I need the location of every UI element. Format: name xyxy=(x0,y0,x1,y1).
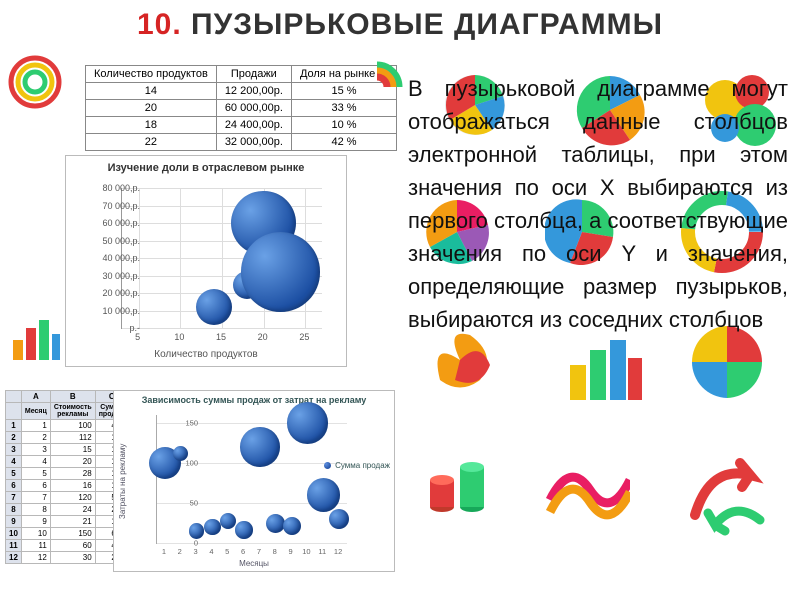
table-cell: 32 000,00р. xyxy=(216,134,291,151)
chart1-xtick: 15 xyxy=(216,332,226,342)
chart1-ytick: 50 000,р. xyxy=(102,236,140,246)
chart1-xtick: 25 xyxy=(299,332,309,342)
table-cell: 22 xyxy=(86,134,217,151)
chart2-bubble xyxy=(283,517,301,535)
chart2-xtick: 10 xyxy=(302,547,310,556)
chart1-title: Изучение доли в отраслевом рынке xyxy=(66,162,346,174)
chart1-bubble xyxy=(196,289,232,325)
chart2-bubble xyxy=(307,478,340,511)
chart1-ytick: 60 000,р. xyxy=(102,218,140,228)
chart2-bubble xyxy=(329,509,349,529)
table-cell: 20 xyxy=(86,100,217,117)
decor-rings-left xyxy=(8,55,63,110)
chart1-ytick: 10 000,р. xyxy=(102,306,140,316)
page-title: 10. ПУЗЫРЬКОВЫЕ ДИАГРАММЫ xyxy=(0,8,800,42)
table-cell: 14 xyxy=(86,83,217,100)
chart1-ytick: 40 000,р. xyxy=(102,253,140,263)
table-cell: 10 % xyxy=(291,117,396,134)
chart2-bubble xyxy=(204,519,221,536)
chart1-plot xyxy=(121,188,322,329)
spreadsheet: ABCМесяцСтоимость рекламыСумма продаж111… xyxy=(5,390,129,564)
chart2-xtick: 3 xyxy=(193,547,197,556)
chart2-xtick: 11 xyxy=(318,547,326,556)
chart1-bubble xyxy=(241,232,320,311)
chart2-xtick: 9 xyxy=(288,547,292,556)
chart2-bubble xyxy=(189,523,205,539)
chart2-xtick: 8 xyxy=(273,547,277,556)
chart2-legend: Сумма продаж xyxy=(324,461,390,470)
chart2-xtick: 6 xyxy=(241,547,245,556)
decor-arcs-right xyxy=(350,60,405,115)
bubble-chart-1: Изучение доли в отраслевом рынке Количес… xyxy=(65,155,347,367)
chart2-bubble xyxy=(240,427,279,466)
title-text: ПУЗЫРЬКОВЫЕ ДИАГРАММЫ xyxy=(191,8,663,41)
chart2-plot xyxy=(156,415,347,544)
chart2-xtick: 5 xyxy=(225,547,229,556)
table-header: Продажи xyxy=(216,66,291,83)
chart1-ytick: 70 000,р. xyxy=(102,201,140,211)
chart2-xtick: 12 xyxy=(334,547,342,556)
chart2-xtick: 4 xyxy=(209,547,213,556)
legend-label: Сумма продаж xyxy=(335,461,390,470)
chart2-xlabel: Месяцы xyxy=(114,559,394,568)
chart1-xtick: 20 xyxy=(258,332,268,342)
chart2-ylabel: Затраты на рекламу xyxy=(118,391,127,571)
decor-bars-left xyxy=(8,310,63,365)
chart2-xtick: 1 xyxy=(162,547,166,556)
table-header: Количество продуктов xyxy=(86,66,217,83)
table-cell: 24 400,00р. xyxy=(216,117,291,134)
chart2-ytick: 100 xyxy=(185,459,198,468)
chart1-xlabel: Количество продуктов xyxy=(66,349,346,360)
table-cell: 12 200,00р. xyxy=(216,83,291,100)
chart2-ytick: 50 xyxy=(190,499,198,508)
chart2-bubble xyxy=(235,521,253,539)
chart2-xtick: 2 xyxy=(178,547,182,556)
chart2-bubble xyxy=(287,402,329,444)
chart2-ytick: 150 xyxy=(185,419,198,428)
spreadsheet-block: ABCМесяцСтоимость рекламыСумма продаж111… xyxy=(5,390,400,585)
legend-dot-icon xyxy=(324,462,331,469)
chart1-xtick: 5 xyxy=(135,332,140,342)
chart1-xtick: 10 xyxy=(174,332,184,342)
table-cell: 18 xyxy=(86,117,217,134)
table-cell: 60 000,00р. xyxy=(216,100,291,117)
chart2-xtick: 7 xyxy=(257,547,261,556)
title-number: 10. xyxy=(137,8,182,41)
chart2-title: Зависимость суммы продаж от затрат на ре… xyxy=(114,395,394,405)
chart2-bubble xyxy=(220,513,236,529)
table-cell: 42 % xyxy=(291,134,396,151)
bubble-chart-2: Зависимость суммы продаж от затрат на ре… xyxy=(113,390,395,572)
chart1-ytick: 20 000,р. xyxy=(102,288,140,298)
chart1-ytick: 30 000,р. xyxy=(102,271,140,281)
chart1-ytick: 80 000,р. xyxy=(102,183,140,193)
body-paragraph: В пузырьковой диаграмме могут отображать… xyxy=(408,72,788,572)
